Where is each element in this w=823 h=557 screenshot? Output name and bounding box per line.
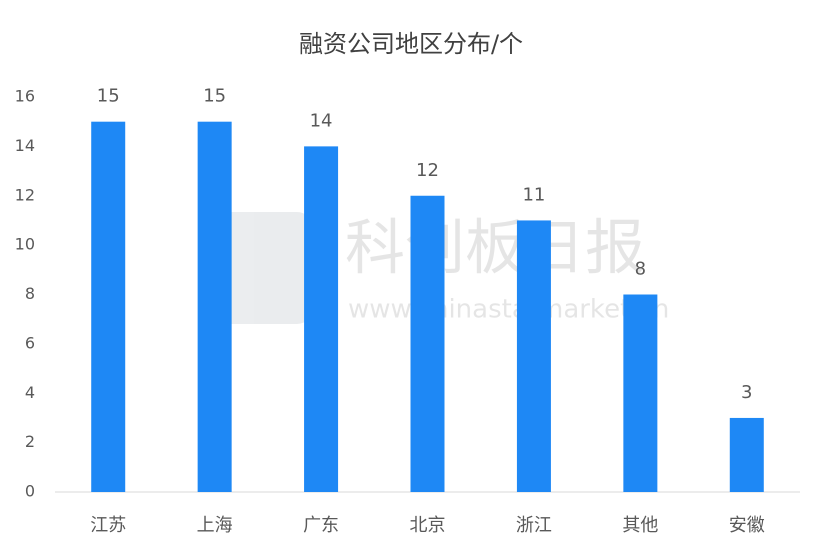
bar	[304, 146, 339, 492]
y-tick-label: 10	[15, 235, 35, 254]
bar	[516, 220, 551, 492]
bar	[197, 121, 232, 492]
bar	[410, 195, 445, 492]
watermark-logo	[213, 212, 313, 324]
data-label: 15	[203, 86, 226, 107]
x-tick-label: 浙江	[516, 515, 552, 536]
x-tick-label: 其他	[622, 515, 658, 536]
x-tick-label: 安徽	[729, 515, 765, 536]
y-tick-label: 12	[15, 185, 35, 204]
watermark: 科创板日报 www.chinastarmarket.cn	[213, 212, 669, 325]
y-tick-label: 0	[25, 482, 35, 501]
y-tick-label: 4	[25, 383, 35, 402]
chart-title: 融资公司地区分布/个	[299, 30, 523, 58]
y-tick-label: 16	[15, 87, 35, 106]
bar	[91, 121, 126, 492]
bar	[729, 417, 764, 492]
data-label: 3	[741, 382, 752, 403]
y-tick-label: 14	[15, 136, 35, 155]
watermark-name: 科创板日报	[345, 214, 645, 284]
x-tick-label: 广东	[303, 515, 339, 536]
data-label: 15	[97, 86, 120, 107]
x-tick-label: 江苏	[90, 515, 126, 536]
bar	[623, 294, 658, 492]
y-tick-label: 2	[25, 432, 35, 451]
y-tick-label: 8	[25, 284, 35, 303]
data-label: 8	[635, 259, 646, 280]
x-tick-label: 上海	[197, 515, 233, 536]
data-label: 12	[416, 160, 439, 181]
y-tick-label: 6	[25, 333, 35, 352]
x-tick-label: 北京	[410, 515, 446, 536]
watermark-url: www.chinastarmarket.cn	[348, 295, 669, 325]
data-label: 11	[522, 184, 545, 205]
data-label: 14	[310, 110, 333, 131]
